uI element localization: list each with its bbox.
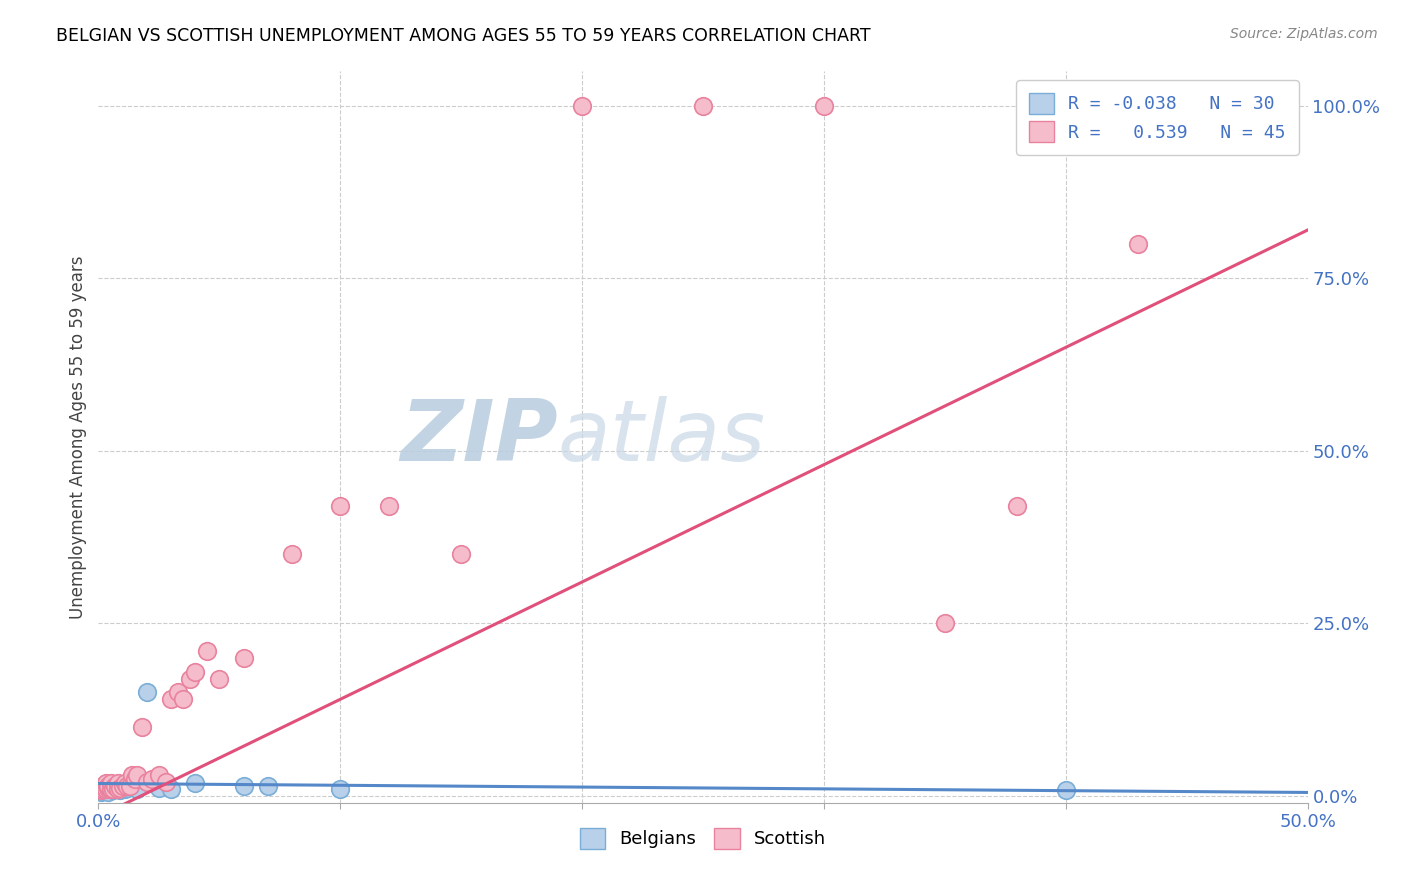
- Point: [118, 779, 141, 793]
- Point: [160, 692, 183, 706]
- Point: [100, 779, 122, 793]
- Point: [104, 780, 127, 795]
- Point: [91, 782, 114, 797]
- Point: [141, 772, 163, 786]
- Point: [101, 783, 124, 797]
- Text: Source: ZipAtlas.com: Source: ZipAtlas.com: [1230, 27, 1378, 41]
- Point: [91, 784, 114, 798]
- Point: [111, 779, 134, 793]
- Point: [107, 782, 129, 797]
- Point: [692, 99, 714, 113]
- Point: [97, 779, 120, 793]
- Point: [108, 780, 131, 795]
- Point: [329, 782, 352, 797]
- Point: [208, 672, 231, 686]
- Point: [124, 772, 146, 786]
- Point: [256, 779, 278, 793]
- Point: [155, 775, 177, 789]
- Point: [91, 780, 114, 795]
- Point: [179, 672, 201, 686]
- Point: [232, 651, 254, 665]
- Point: [101, 782, 124, 797]
- Point: [91, 783, 114, 797]
- Point: [101, 782, 124, 797]
- Point: [100, 782, 122, 797]
- Point: [100, 776, 122, 790]
- Point: [121, 779, 143, 793]
- Point: [148, 780, 170, 795]
- Point: [121, 768, 143, 782]
- Point: [160, 782, 183, 797]
- Point: [108, 783, 131, 797]
- Text: ZIP: ZIP: [401, 395, 558, 479]
- Point: [90, 783, 112, 797]
- Point: [100, 782, 122, 797]
- Point: [571, 99, 593, 113]
- Point: [195, 644, 218, 658]
- Point: [1128, 236, 1150, 251]
- Point: [172, 692, 194, 706]
- Point: [107, 782, 129, 797]
- Point: [117, 780, 139, 795]
- Point: [281, 548, 304, 562]
- Point: [127, 782, 149, 797]
- Point: [94, 783, 117, 797]
- Text: atlas: atlas: [558, 395, 766, 479]
- Legend: Belgians, Scottish: Belgians, Scottish: [569, 817, 837, 860]
- Point: [90, 782, 112, 797]
- Point: [232, 779, 254, 793]
- Point: [104, 779, 127, 793]
- Point: [94, 782, 117, 797]
- Point: [97, 785, 120, 799]
- Point: [94, 782, 117, 797]
- Point: [1007, 499, 1029, 513]
- Point: [127, 768, 149, 782]
- Point: [114, 776, 136, 790]
- Point: [329, 499, 352, 513]
- Point: [1054, 783, 1077, 797]
- Point: [97, 780, 120, 795]
- Point: [934, 616, 956, 631]
- Point: [184, 665, 207, 679]
- Point: [94, 779, 117, 793]
- Point: [450, 548, 472, 562]
- Point: [184, 776, 207, 790]
- Point: [107, 776, 129, 790]
- Point: [101, 780, 124, 795]
- Point: [91, 779, 114, 793]
- Point: [135, 685, 157, 699]
- Point: [111, 779, 134, 793]
- Point: [135, 775, 157, 789]
- Y-axis label: Unemployment Among Ages 55 to 59 years: Unemployment Among Ages 55 to 59 years: [69, 255, 87, 619]
- Point: [114, 782, 136, 797]
- Point: [97, 780, 120, 795]
- Point: [117, 779, 139, 793]
- Point: [148, 768, 170, 782]
- Point: [94, 776, 117, 790]
- Point: [131, 720, 153, 734]
- Point: [813, 99, 835, 113]
- Point: [167, 685, 190, 699]
- Point: [377, 499, 399, 513]
- Point: [90, 785, 112, 799]
- Text: BELGIAN VS SCOTTISH UNEMPLOYMENT AMONG AGES 55 TO 59 YEARS CORRELATION CHART: BELGIAN VS SCOTTISH UNEMPLOYMENT AMONG A…: [56, 27, 870, 45]
